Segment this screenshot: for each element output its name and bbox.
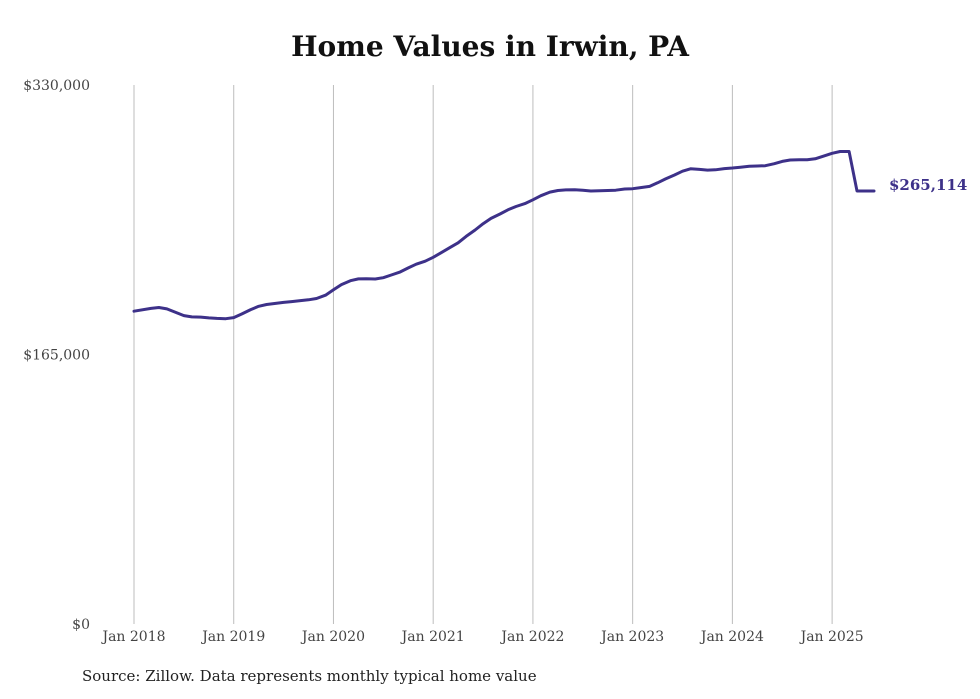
x-tick-label: Jan 2022 bbox=[499, 629, 564, 645]
chart-title: Home Values in Irwin, PA bbox=[291, 30, 689, 63]
y-tick-label: $330,000 bbox=[23, 78, 90, 94]
series-line bbox=[132, 150, 876, 321]
source-note: Source: Zillow. Data represents monthly … bbox=[82, 667, 537, 685]
x-tick-label: Jan 2024 bbox=[699, 629, 764, 645]
x-tick-label: Jan 2021 bbox=[400, 629, 465, 645]
x-tick-label: Jan 2018 bbox=[100, 629, 165, 645]
x-tick-label: Jan 2019 bbox=[200, 629, 265, 645]
y-tick-label: $165,000 bbox=[23, 348, 90, 364]
x-tick-label: Jan 2025 bbox=[799, 629, 864, 645]
end-value-label: $265,114 bbox=[889, 176, 967, 194]
x-tick-label: Jan 2020 bbox=[300, 629, 365, 645]
x-tick-label: Jan 2023 bbox=[599, 629, 664, 645]
y-tick-label: $0 bbox=[72, 617, 90, 633]
